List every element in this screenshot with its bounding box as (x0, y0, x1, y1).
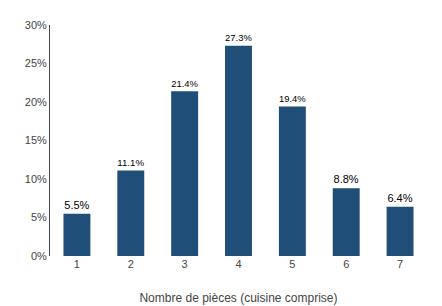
svg-text:2: 2 (128, 258, 134, 270)
svg-text:21.4%: 21.4% (171, 78, 198, 89)
svg-text:5.5%: 5.5% (64, 199, 89, 211)
svg-text:20%: 20% (25, 96, 47, 108)
svg-text:4: 4 (235, 258, 241, 270)
svg-text:Nombre de pièces (cuisine comp: Nombre de pièces (cuisine comprise) (139, 291, 337, 305)
svg-text:1: 1 (74, 258, 80, 270)
svg-text:15%: 15% (25, 134, 47, 146)
svg-text:5%: 5% (31, 211, 47, 223)
svg-text:7: 7 (397, 258, 403, 270)
svg-text:25%: 25% (25, 57, 47, 69)
svg-text:0%: 0% (31, 250, 47, 262)
svg-text:3: 3 (182, 258, 188, 270)
svg-text:8.8%: 8.8% (334, 173, 359, 185)
svg-text:30%: 30% (25, 19, 47, 31)
svg-text:6.4%: 6.4% (387, 192, 412, 204)
svg-text:27.3%: 27.3% (225, 32, 252, 43)
svg-text:19.4%: 19.4% (279, 93, 306, 104)
svg-text:6: 6 (343, 258, 349, 270)
svg-text:11.1%: 11.1% (117, 157, 144, 168)
svg-text:10%: 10% (25, 173, 47, 185)
svg-text:5: 5 (289, 258, 295, 270)
